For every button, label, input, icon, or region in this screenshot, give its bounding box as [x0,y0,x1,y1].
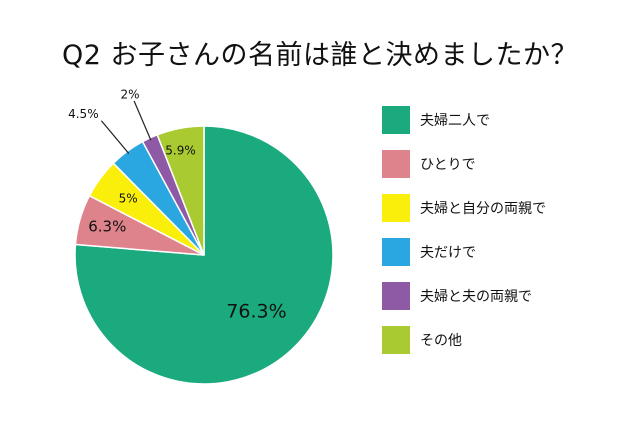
legend-item: 夫婦と夫の両親で [382,282,632,310]
pie-slice [74,125,334,385]
legend-item: 夫だけで [382,238,632,266]
slice-value-label: 5% [119,192,138,206]
legend-item: 夫婦と自分の両親で [382,194,632,222]
legend-swatch [382,194,410,222]
legend-label: 夫婦二人で [420,113,490,129]
legend-swatch [382,326,410,354]
legend-swatch [382,282,410,310]
legend-swatch [382,106,410,134]
legend-label: ひとりで [420,157,476,173]
legend-label: 夫婦と自分の両親で [420,201,546,217]
chart-title: Q2 お子さんの名前は誰と決めましたか？ [61,40,578,71]
leader-line [133,100,152,141]
slice-value-label: 76.3% [226,300,286,322]
pie-slice [156,125,205,256]
legend-item: その他 [382,326,632,354]
slice-value-label: 6.3% [88,218,126,236]
legend-label: その他 [420,333,462,349]
slice-value-label: 2% [121,87,140,101]
leader-line [100,120,130,154]
slice-value-label: 4.5% [68,107,99,121]
legend-label: 夫だけで [420,245,476,261]
legend-item: 夫婦二人で [382,106,632,134]
legend-swatch [382,238,410,266]
legend-item: ひとりで [382,150,632,178]
legend-label: 夫婦と夫の両親で [420,289,532,305]
legend-swatch [382,150,410,178]
legend: 夫婦二人で ひとりで 夫婦と自分の両親で 夫だけで 夫婦と夫の両親で その他 [382,106,632,370]
slice-value-label: 5.9% [165,144,196,158]
